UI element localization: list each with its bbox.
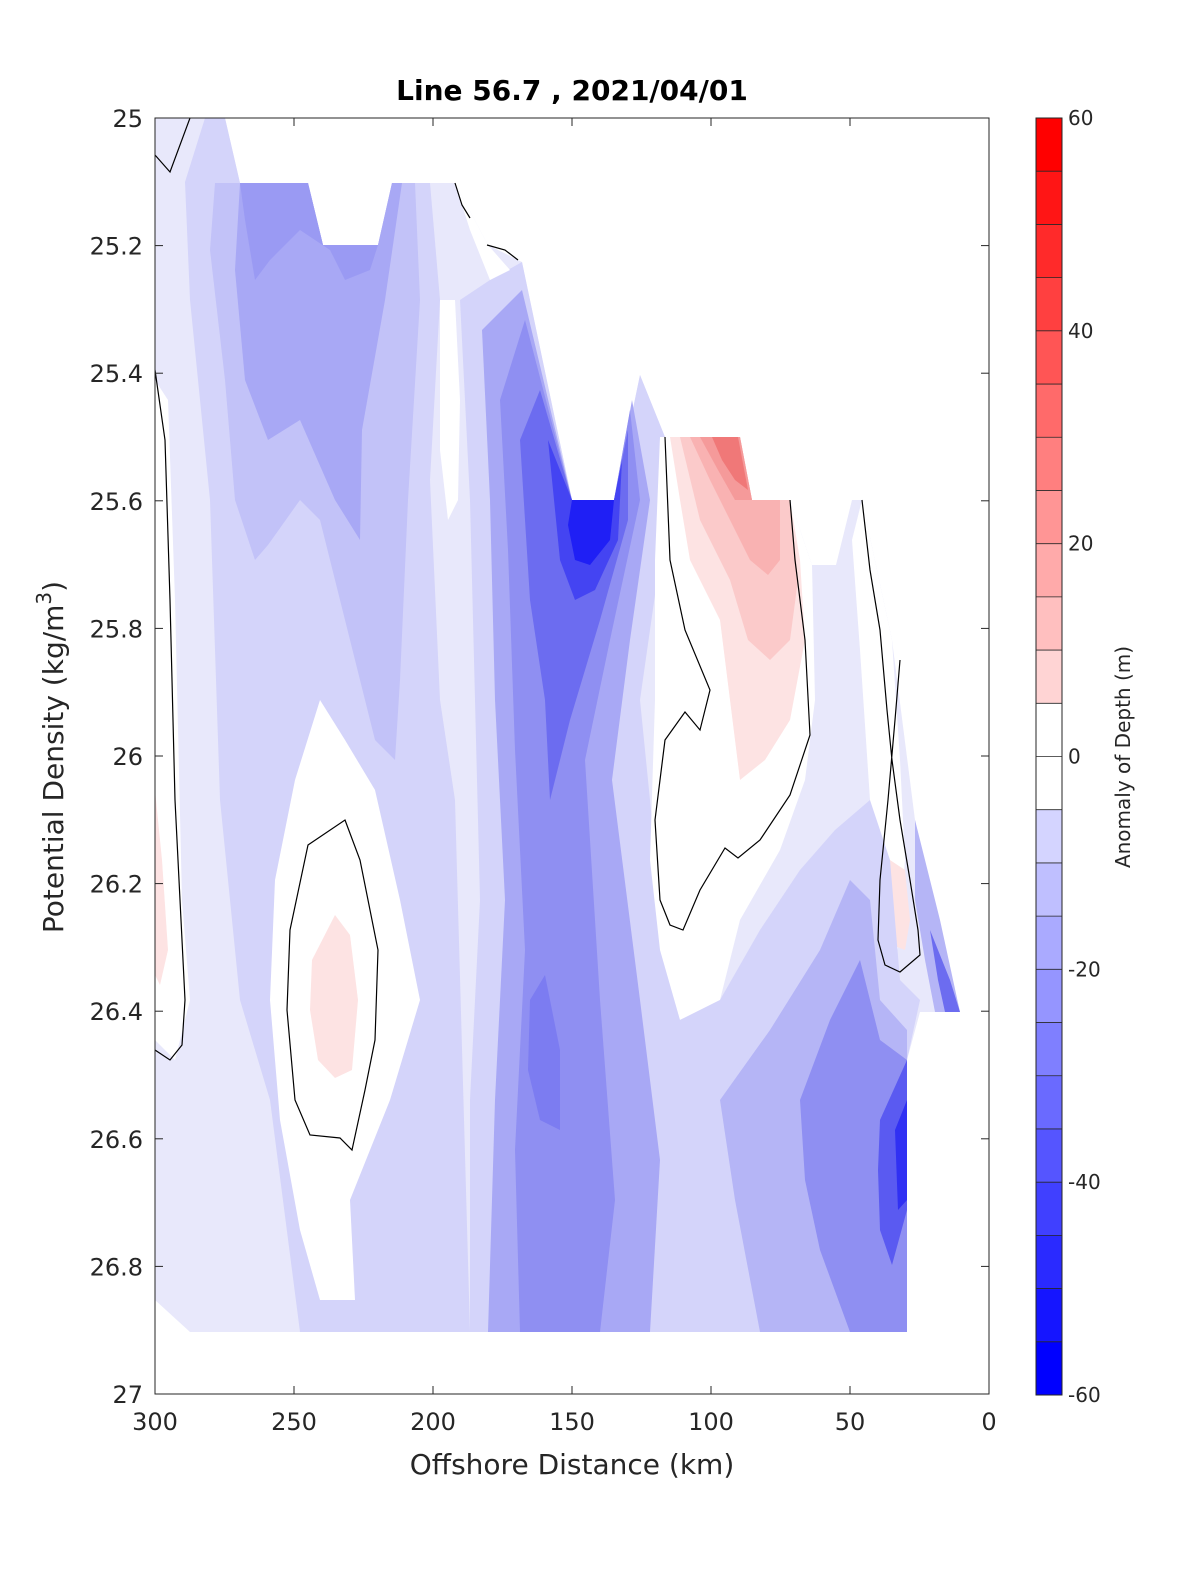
y-tick-label: 27 [112, 1381, 143, 1409]
colorbar-segment [1036, 969, 1062, 1024]
x-tick-label: 200 [410, 1408, 456, 1436]
x-tick-label: 50 [835, 1408, 866, 1436]
y-axis-label-superscript: 3 [32, 592, 56, 605]
colorbar-segment [1036, 384, 1062, 438]
zero-contours [155, 118, 921, 1152]
y-tick-label: 25 [112, 105, 143, 133]
contour-region-edge-strip-dark [930, 930, 960, 1012]
contour-region-lr-50 [895, 1100, 907, 1210]
colorbar-frame [1035, 117, 1063, 1396]
contour-line-2 [155, 369, 186, 1061]
colorbar-tick-label: 0 [1068, 745, 1081, 769]
colorbar-ticks: 60 40 20 0 -20 -40 -60 [1068, 106, 1101, 1407]
contour-line-4 [454, 182, 471, 219]
y-tick-label: 25.6 [90, 488, 143, 516]
colorbar-segment [1036, 1182, 1062, 1236]
contour-region-pos15-a [690, 437, 780, 575]
contour-region-zero-top [455, 183, 510, 280]
x-tick-label: 250 [271, 1408, 317, 1436]
chart-title: Line 56.7 , 2021/04/01 [396, 74, 748, 107]
x-tick-label: 150 [549, 1408, 595, 1436]
contour-region-band-40b [528, 975, 560, 1130]
y-tick-label: 25.4 [90, 360, 143, 388]
x-tick-label: 300 [132, 1408, 178, 1436]
colorbar-segment [1036, 1022, 1062, 1077]
colorbar-segment [1036, 330, 1062, 385]
contour-region-lr-30 [800, 960, 907, 1332]
y-tick-label: 25.8 [90, 615, 143, 643]
colorbar-segment [1036, 1288, 1062, 1343]
contour-line-7 [861, 499, 921, 973]
colorbar-segment [1036, 703, 1062, 757]
colorbar-segment [1036, 171, 1062, 225]
colorbar-tick-label: 20 [1068, 532, 1093, 556]
colorbar-tick-label: -60 [1068, 1383, 1101, 1407]
contour-region-edge-strip [915, 820, 960, 1012]
colorbar-segment [1036, 650, 1062, 704]
contour-line-1 [155, 118, 191, 174]
contour-line-6 [654, 436, 811, 931]
contour-region-band-55 [568, 500, 614, 565]
y-axis-label-main: Potential Density (kg/m [37, 605, 70, 934]
y-axis-label: Potential Density (kg/m3) [32, 581, 70, 933]
contour-region-pos10-a [680, 437, 798, 660]
colorbar-segment [1036, 916, 1062, 970]
x-tick-label: 100 [688, 1408, 734, 1436]
y-ticks: 25 25.2 25.4 25.6 25.8 26 26.2 26.4 26.6 26.8 27 [90, 105, 989, 1409]
colorbar-tick-label: -40 [1068, 1170, 1101, 1194]
colorbar-segment [1036, 756, 1062, 811]
colorbar-segment [1036, 224, 1062, 279]
y-tick-label: 25.2 [90, 233, 143, 261]
colorbar-tick-label: 60 [1068, 106, 1093, 130]
contour-region-neg25 [240, 183, 378, 280]
colorbar-segment [1036, 490, 1062, 545]
contour-fill-layer [155, 118, 960, 1332]
colorbar-segment [1036, 1128, 1062, 1183]
x-ticks: 300 250 200 150 100 50 0 [132, 118, 997, 1436]
colorbar-segment [1036, 862, 1062, 917]
colorbar-segment [1036, 1341, 1062, 1396]
contour-region-pos5-b [310, 915, 358, 1078]
contour-line-3 [286, 819, 379, 1152]
colorbar-segment [1036, 118, 1062, 172]
y-tick-label: 26 [112, 743, 143, 771]
contour-region-zero-center2 [440, 300, 460, 520]
x-tick-label: 0 [981, 1408, 996, 1436]
x-axis-label: Offshore Distance (km) [410, 1448, 735, 1481]
colorbar-segment [1036, 596, 1062, 651]
colorbar-segment [1036, 1075, 1062, 1130]
y-tick-label: 26.4 [90, 998, 143, 1026]
contour-line-5 [486, 244, 519, 261]
y-tick-label: 26.8 [90, 1253, 143, 1281]
colorbar-segment [1036, 437, 1062, 491]
colorbar-label: Anomaly of Depth (m) [1111, 646, 1135, 868]
colorbar-segment [1036, 277, 1062, 332]
y-tick-label: 26.2 [90, 871, 143, 899]
colorbar-segment [1036, 543, 1062, 598]
contour-region-lr-40 [878, 1060, 907, 1265]
colorbar-segment [1036, 1235, 1062, 1290]
colorbar [1036, 118, 1062, 1396]
y-tick-label: 26.6 [90, 1126, 143, 1154]
colorbar-segment [1036, 809, 1062, 864]
colorbar-tick-label: -20 [1068, 957, 1101, 981]
colorbar-tick-label: 40 [1068, 319, 1093, 343]
contour-region-pos30-a [712, 437, 748, 490]
y-axis-label-close: ) [37, 581, 70, 592]
contour-region-pos5-c [155, 790, 168, 985]
